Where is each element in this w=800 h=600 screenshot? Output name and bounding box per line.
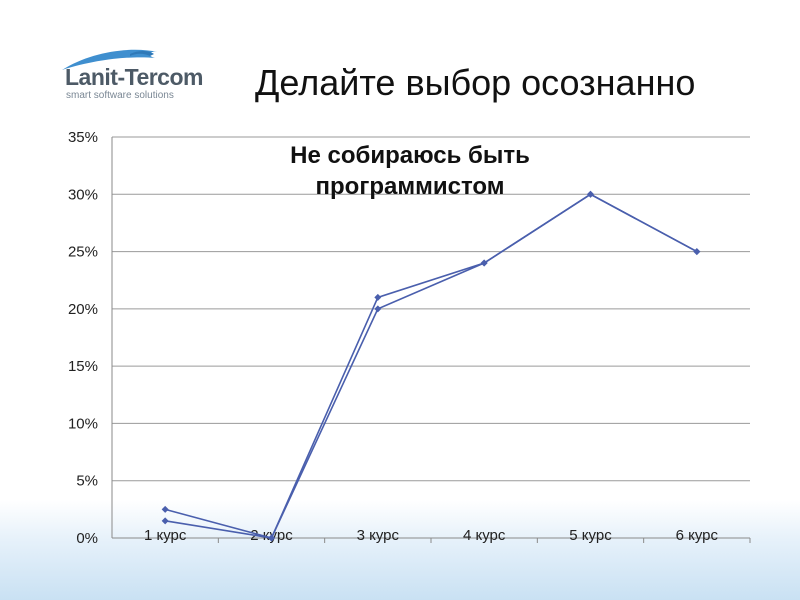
- y-tick-label: 0%: [76, 530, 98, 547]
- x-tick-label: 4 курс: [463, 527, 506, 544]
- chart-title: Не собираюсь быть программистом: [200, 140, 620, 202]
- data-point: [161, 517, 169, 525]
- company-logo: Lanit-Tercom smart software solutions: [60, 44, 220, 104]
- logo-tagline: smart software solutions: [66, 90, 174, 101]
- y-tick-label: 15%: [68, 358, 98, 375]
- data-point: [587, 190, 594, 198]
- x-tick-label: 1 курс: [144, 527, 187, 544]
- series-line: [165, 193, 698, 539]
- data-point: [161, 505, 169, 513]
- data-point: [268, 534, 275, 542]
- footer-gradient-band: [0, 500, 800, 600]
- slide-title: Делайте выбор осознанно: [255, 62, 696, 103]
- y-tick-label: 35%: [68, 129, 98, 146]
- data-point: [374, 305, 382, 313]
- x-tick-label: 6 курс: [676, 527, 719, 544]
- chart-title-line-2: программистом: [315, 173, 505, 201]
- x-tick-label: 3 курс: [357, 527, 400, 544]
- y-tick-label: 5%: [76, 473, 98, 490]
- swoosh-icon: [62, 49, 158, 70]
- logo-name: Lanit-Tercom: [65, 64, 203, 90]
- y-tick-label: 25%: [68, 244, 98, 261]
- y-tick-label: 10%: [68, 415, 98, 432]
- chart-title-line-1: Не собираюсь быть: [290, 142, 530, 169]
- y-tick-label: 20%: [68, 301, 98, 318]
- y-tick-label: 30%: [68, 186, 98, 203]
- data-point: [374, 293, 382, 301]
- data-point: [693, 248, 701, 256]
- data-point: [480, 259, 488, 267]
- x-tick-label: 5 курс: [569, 527, 612, 544]
